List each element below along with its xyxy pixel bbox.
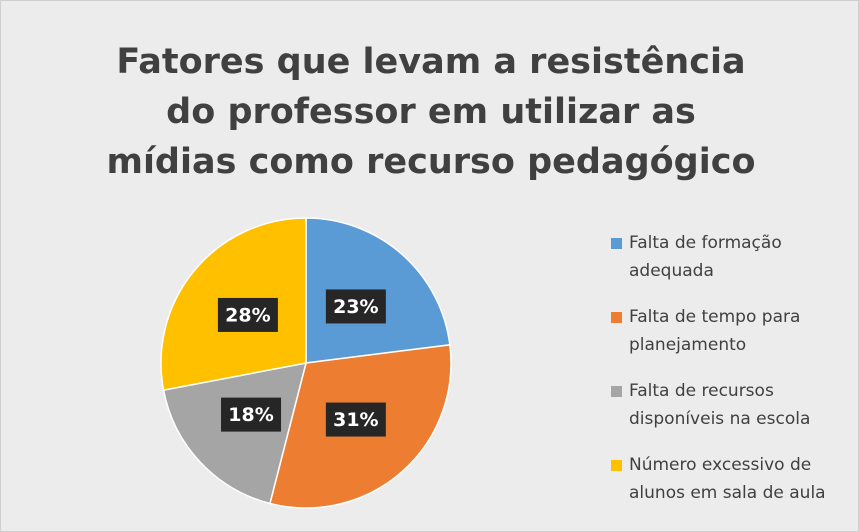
value-label: 31%: [333, 409, 378, 431]
value-label-box: [325, 402, 386, 437]
chart-title: Fatores que levam a resistência do profe…: [106, 42, 756, 182]
legend-entry: Falta de formação adequada: [607, 229, 847, 285]
legend-entry: Falta de recursos disponíveis na escola: [607, 377, 847, 433]
legend-swatch: [611, 238, 622, 249]
value-label-box: [217, 297, 278, 332]
legend-swatch: [611, 312, 622, 323]
legend-label: Falta de tempo para planejamento: [629, 307, 801, 355]
legend-label: Falta de formação adequada: [629, 233, 782, 281]
legend-label: Número excessivo de alunos em sala de au…: [629, 455, 826, 503]
legend-entry: Falta de tempo para planejamento: [607, 303, 847, 359]
legend-swatch: [611, 460, 622, 471]
value-label: 23%: [333, 296, 378, 318]
legend-swatch: [611, 386, 622, 397]
value-label: 28%: [225, 304, 270, 326]
value-label-box: [325, 289, 386, 324]
value-label-box: [221, 397, 282, 432]
legend-entry: Número excessivo de alunos em sala de au…: [607, 451, 847, 507]
legend: Falta de formação adequada Falta de tempo…: [607, 229, 847, 525]
value-label: 18%: [228, 404, 273, 426]
legend-label: Falta de recursos disponíveis na escola: [629, 381, 811, 429]
